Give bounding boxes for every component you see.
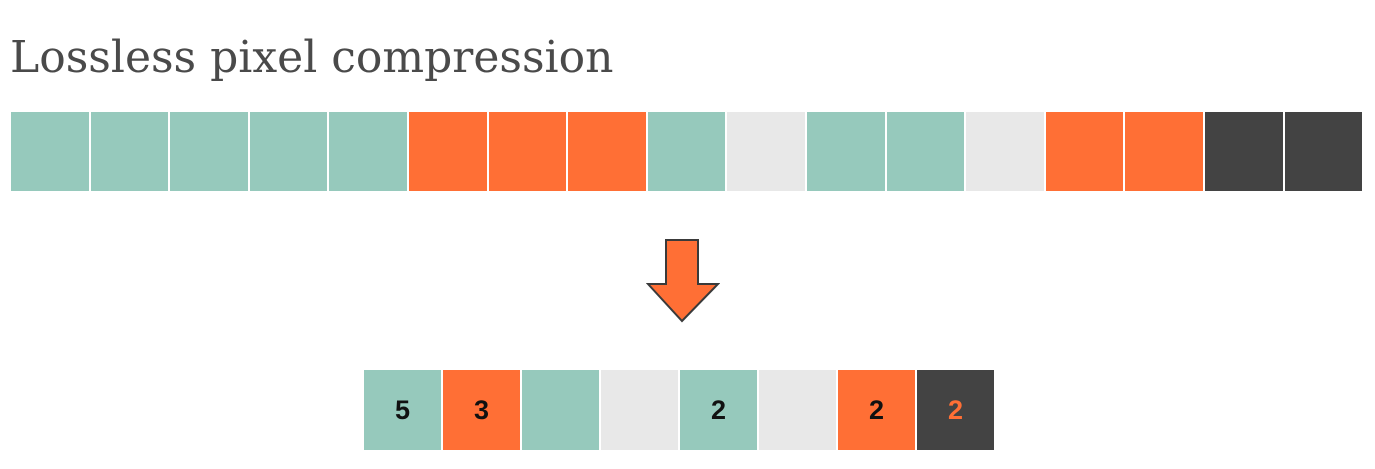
compressed-pixel: 5 [364,370,441,450]
compressed-pixel [759,370,836,450]
original-pixel [488,112,567,191]
original-pixel [408,112,487,191]
original-pixel [11,112,89,191]
compressed-pixel [522,370,599,450]
original-pixel [1284,112,1363,191]
run-count-label: 3 [473,394,490,425]
original-pixel [568,112,646,191]
compressed-pixel: 2 [838,370,915,450]
original-pixel [966,112,1044,191]
original-pixel [170,112,248,191]
run-count-label: 2 [710,394,727,425]
run-count-label: 2 [868,394,885,425]
original-pixel [647,112,726,191]
original-pixel [727,112,805,191]
compressed-pixel [601,370,678,450]
original-pixel [1045,112,1124,191]
original-pixel [806,112,885,191]
compressed-pixel: 3 [443,370,520,450]
compressed-pixel-row: 5 3 2 2 2 [364,370,994,450]
run-count-label: 2 [947,394,964,425]
compressed-pixel: 2 [680,370,757,450]
diagram-title: Lossless pixel compression [10,32,614,83]
original-pixel [329,112,407,191]
original-pixel [249,112,328,191]
original-pixel-row [11,112,1363,191]
down-arrow-icon [646,239,720,323]
run-count-label: 5 [394,394,411,425]
original-pixel [1125,112,1203,191]
original-pixel [1204,112,1283,191]
compressed-pixel: 2 [917,370,994,450]
original-pixel [886,112,965,191]
original-pixel [90,112,169,191]
